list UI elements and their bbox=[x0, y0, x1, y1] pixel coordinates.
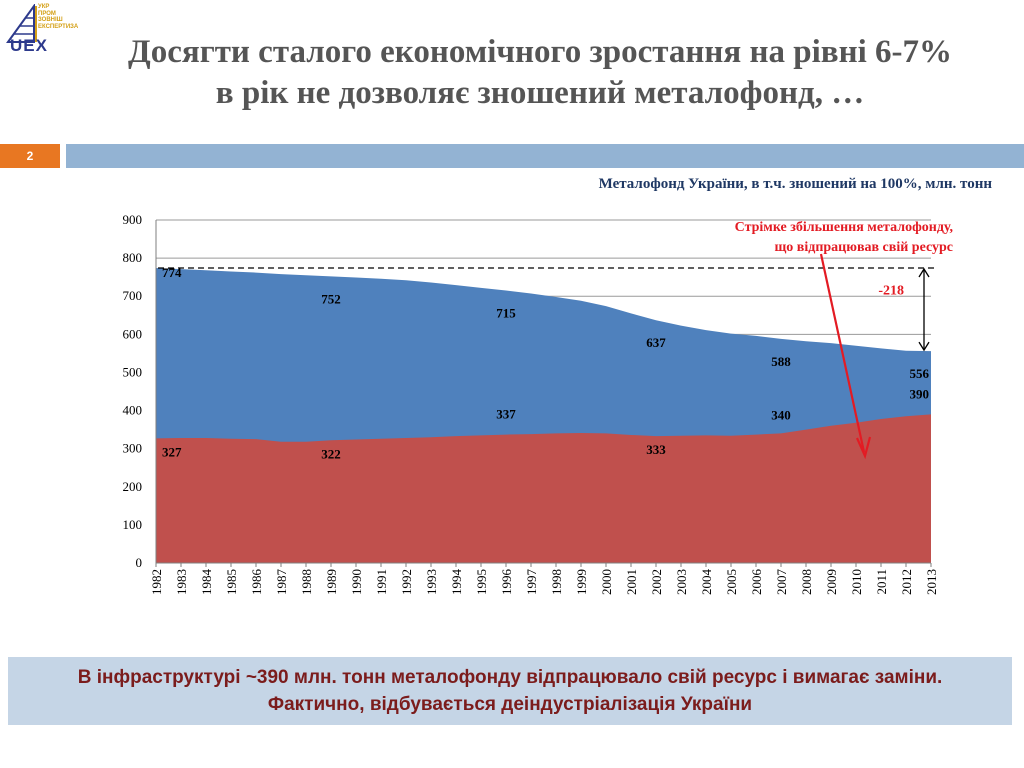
footer-box: В інфраструктурі ~390 млн. тонн металофо… bbox=[8, 657, 1012, 725]
page-title: Досягти сталого економічного зростання н… bbox=[60, 32, 1020, 114]
x-tick-label: 1995 bbox=[474, 569, 489, 595]
header-band bbox=[66, 144, 1024, 168]
area-chart: 0 100 200 300 400 500 600 700 800 900 1982 1983 1984… bbox=[123, 212, 954, 596]
x-tick-label: 1989 bbox=[324, 569, 339, 595]
page-title-line1: Досягти сталого економічного зростання н… bbox=[128, 34, 952, 70]
data-label: 556 bbox=[910, 366, 930, 381]
data-label: 340 bbox=[771, 407, 791, 422]
x-tick-label: 1985 bbox=[224, 569, 239, 595]
y-tick-label: 600 bbox=[123, 326, 143, 341]
x-tick-label: 1993 bbox=[424, 569, 439, 595]
x-tick-label: 2008 bbox=[799, 569, 814, 595]
y-tick-label: 300 bbox=[123, 441, 143, 456]
logo-emblem-icon bbox=[6, 4, 37, 43]
x-tick-label: 2003 bbox=[674, 569, 689, 595]
x-tick-label: 2010 bbox=[849, 569, 864, 595]
slide-number: 2 bbox=[0, 144, 60, 168]
x-tick-label: 1994 bbox=[449, 569, 464, 596]
x-tick-label: 2011 bbox=[874, 569, 889, 595]
x-tick-label: 2002 bbox=[649, 569, 664, 595]
data-label: 774 bbox=[162, 265, 182, 280]
x-tick-label: 2013 bbox=[924, 569, 939, 595]
y-tick-label: 100 bbox=[123, 517, 143, 532]
x-tick-label: 1983 bbox=[174, 569, 189, 595]
x-tick-label: 1988 bbox=[299, 569, 314, 595]
x-tick-label: 1982 bbox=[149, 569, 164, 595]
y-tick-label: 500 bbox=[123, 364, 143, 379]
data-label: 327 bbox=[162, 444, 182, 459]
page-title-line2: в рік не дозволяє зношений металофонд, … bbox=[215, 75, 865, 111]
annotation-arrow bbox=[819, 253, 866, 453]
difference-arrow-head-bottom bbox=[918, 341, 930, 352]
y-tick-label: 400 bbox=[123, 403, 143, 418]
data-label: 637 bbox=[646, 335, 666, 350]
annotation-arrow-head bbox=[855, 436, 872, 460]
x-tick-label: 2006 bbox=[749, 569, 764, 596]
x-tick-label: 1996 bbox=[499, 569, 514, 596]
y-tick-label: 200 bbox=[123, 479, 143, 494]
x-tick-label: 1987 bbox=[274, 569, 289, 596]
difference-arrow-head-top bbox=[918, 267, 930, 278]
series-area-1 bbox=[156, 414, 931, 563]
data-label: 390 bbox=[910, 386, 930, 401]
x-tick-label: 1992 bbox=[399, 569, 414, 595]
chart-subtitle: Металофонд України, в т.ч. зношений на 1… bbox=[598, 176, 992, 192]
data-label: 588 bbox=[771, 354, 791, 369]
data-label: 333 bbox=[646, 442, 666, 457]
data-label: 715 bbox=[496, 306, 516, 321]
annotation-note-line2: що відпрацював свій ресурс bbox=[774, 240, 953, 255]
x-tick-label: 1986 bbox=[249, 569, 264, 596]
data-label: 337 bbox=[496, 407, 516, 422]
x-tick-label: 1999 bbox=[574, 569, 589, 595]
y-tick-label: 900 bbox=[123, 212, 143, 227]
logo-side-text: УКР ПРОМ ЗОВНІШ ЕКСПЕРТИЗА bbox=[38, 4, 79, 30]
difference-label: -218 bbox=[878, 284, 904, 299]
x-tick-label: 1990 bbox=[349, 569, 364, 595]
x-tick-label: 2009 bbox=[824, 569, 839, 595]
x-tick-label: 1998 bbox=[549, 569, 564, 595]
y-tick-label: 700 bbox=[123, 288, 143, 303]
data-label: 752 bbox=[321, 291, 341, 306]
x-tick-label: 2005 bbox=[724, 569, 739, 595]
x-tick-label: 2012 bbox=[899, 569, 914, 595]
y-tick-label: 0 bbox=[136, 555, 143, 570]
x-tick-label: 1984 bbox=[199, 569, 214, 596]
footer-text: В інфраструктурі ~390 млн. тонн металофо… bbox=[77, 667, 943, 715]
y-tick-label: 800 bbox=[123, 250, 143, 265]
x-tick-label: 1991 bbox=[374, 569, 389, 595]
x-tick-label: 2001 bbox=[624, 569, 639, 595]
annotation-note-line1: Стрімке збільшення металофонду, bbox=[735, 220, 953, 235]
x-tick-label: 2007 bbox=[774, 569, 789, 596]
data-label: 322 bbox=[321, 446, 341, 461]
logo-text: UEX bbox=[10, 36, 48, 55]
x-tick-label: 1997 bbox=[524, 569, 539, 596]
x-tick-label: 2004 bbox=[699, 569, 714, 596]
x-tick-label: 2000 bbox=[599, 569, 614, 595]
